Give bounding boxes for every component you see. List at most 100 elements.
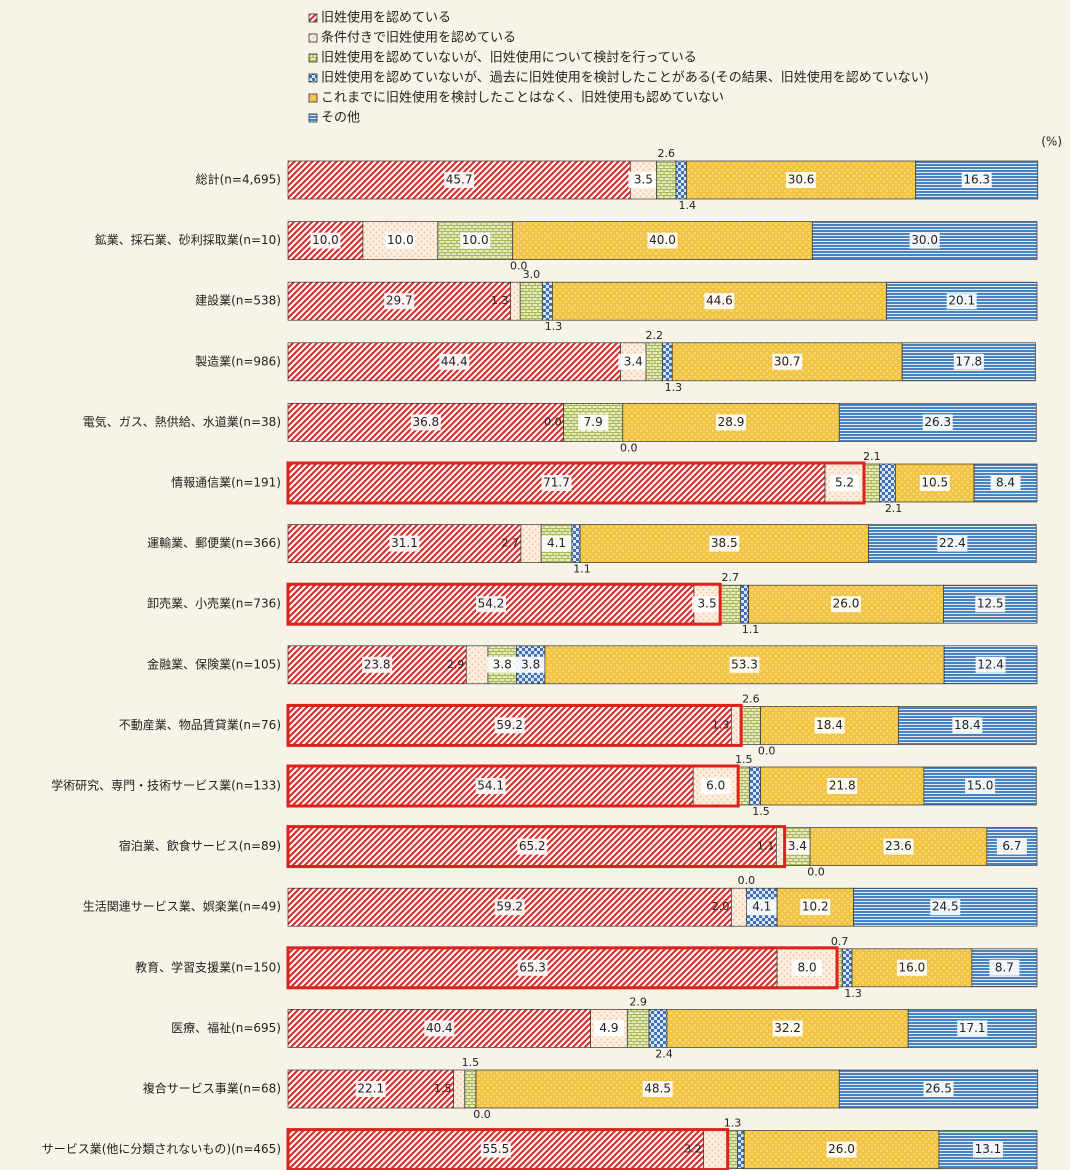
label-background <box>385 232 416 249</box>
label-background <box>578 414 609 431</box>
label-background <box>480 1141 511 1158</box>
bar-segment <box>740 706 761 745</box>
bar-segment <box>879 463 896 503</box>
label-background <box>814 717 845 734</box>
label-background <box>919 475 950 491</box>
label-background <box>883 838 914 855</box>
value-label: 0.0 <box>807 866 825 879</box>
label-background <box>517 838 548 855</box>
value-label: 16.0 <box>899 960 926 974</box>
value-label: 26.3 <box>924 415 951 429</box>
bar-segment <box>731 887 747 927</box>
value-label: 2.1 <box>885 502 903 515</box>
bar-segment <box>895 463 975 503</box>
bar-segment <box>571 524 581 563</box>
bar-segment <box>703 1130 729 1169</box>
label-background <box>389 535 420 552</box>
value-label: 5.2 <box>835 476 854 490</box>
label-background <box>310 232 341 249</box>
value-label: 0.0 <box>544 415 562 428</box>
bar-segment <box>662 342 673 382</box>
category-label: 宿泊業、飲食サービス(n=89) <box>119 838 281 853</box>
bar-segment <box>645 342 663 382</box>
value-label: 1.5 <box>752 805 770 818</box>
label-background <box>923 1081 954 1097</box>
label-background <box>990 475 1021 491</box>
label-background <box>800 899 831 916</box>
value-label: 17.1 <box>959 1021 986 1035</box>
value-label: 16.3 <box>963 173 990 187</box>
value-label: 10.0 <box>387 233 414 247</box>
value-label: 18.4 <box>954 718 981 732</box>
value-label: 6.0 <box>706 779 725 793</box>
bar-segment <box>656 160 677 200</box>
label-background <box>362 656 393 673</box>
value-label: 3.0 <box>523 268 541 281</box>
category-label: 学術研究、専門・技術サービス業(n=133) <box>51 778 281 793</box>
value-label: 10.0 <box>462 233 489 247</box>
bar-segment <box>542 281 553 321</box>
bar-segment <box>520 524 542 563</box>
value-label: 3.4 <box>624 354 643 368</box>
value-label: 2.6 <box>742 692 760 705</box>
value-label: 1.3 <box>712 718 730 731</box>
value-label: 13.1 <box>975 1142 1002 1156</box>
category-label: 教育、学習支援業(n=150) <box>135 959 281 974</box>
category-label: 総計(n=4,695) <box>196 172 281 187</box>
value-label: 3.8 <box>521 657 540 671</box>
highlight-outline <box>286 703 743 747</box>
value-label: 40.4 <box>426 1021 453 1035</box>
label-background <box>909 232 940 249</box>
label-background <box>704 293 735 310</box>
legend-swatch <box>308 73 318 83</box>
value-label: 38.5 <box>711 536 738 550</box>
label-background <box>692 596 723 613</box>
category-label: 不動産業、物品賃貸業(n=76) <box>119 717 281 732</box>
label-background <box>965 778 996 794</box>
value-label: 1.5 <box>462 1056 480 1069</box>
value-label: 55.5 <box>482 1142 509 1156</box>
bar-segment <box>626 1009 650 1048</box>
value-label: 23.6 <box>885 839 912 853</box>
value-label: 3.4 <box>788 839 807 853</box>
label-background <box>953 353 984 370</box>
label-background <box>772 1020 803 1037</box>
value-label: 40.0 <box>649 233 676 247</box>
value-label: 7.9 <box>584 415 603 429</box>
category-label: 運輸業、郵便業(n=366) <box>147 535 281 550</box>
bar-segment <box>737 1130 745 1169</box>
category-label: 製造業(n=986) <box>195 354 281 368</box>
legend-label: 旧姓使用を認めていないが、旧姓使用について検討を行っている <box>321 50 697 66</box>
value-label: 30.6 <box>788 173 815 187</box>
value-label: 54.2 <box>478 597 505 611</box>
label-background <box>786 172 817 188</box>
label-background <box>444 172 475 188</box>
label-background <box>424 1020 455 1037</box>
label-background <box>826 1141 857 1158</box>
bar-segment <box>465 645 489 685</box>
value-label: 0.7 <box>831 935 849 948</box>
label-background <box>700 778 731 794</box>
value-label: 59.2 <box>496 900 523 914</box>
bar-segment <box>510 281 521 321</box>
label-background <box>487 656 518 673</box>
label-background <box>494 899 525 916</box>
label-background <box>782 838 813 855</box>
bar-segment <box>740 584 749 624</box>
value-label: 1.1 <box>757 840 775 853</box>
value-label: 71.7 <box>543 476 570 490</box>
value-label: 24.5 <box>932 900 959 914</box>
bar-segment <box>841 948 853 988</box>
legend-swatch <box>308 53 318 63</box>
value-label: 3.8 <box>493 657 512 671</box>
label-background <box>515 656 546 673</box>
value-label: 30.0 <box>911 233 938 247</box>
value-label: 2.7 <box>501 537 519 550</box>
category-label: 鉱業、採石業、砂利採取業(n=10) <box>95 232 281 247</box>
value-label: 0.0 <box>738 874 756 887</box>
label-background <box>792 959 823 976</box>
value-label: 3.5 <box>698 597 717 611</box>
value-label: 12.5 <box>977 597 1004 611</box>
value-label: 0.0 <box>473 1108 491 1121</box>
value-label: 4.1 <box>547 536 566 550</box>
